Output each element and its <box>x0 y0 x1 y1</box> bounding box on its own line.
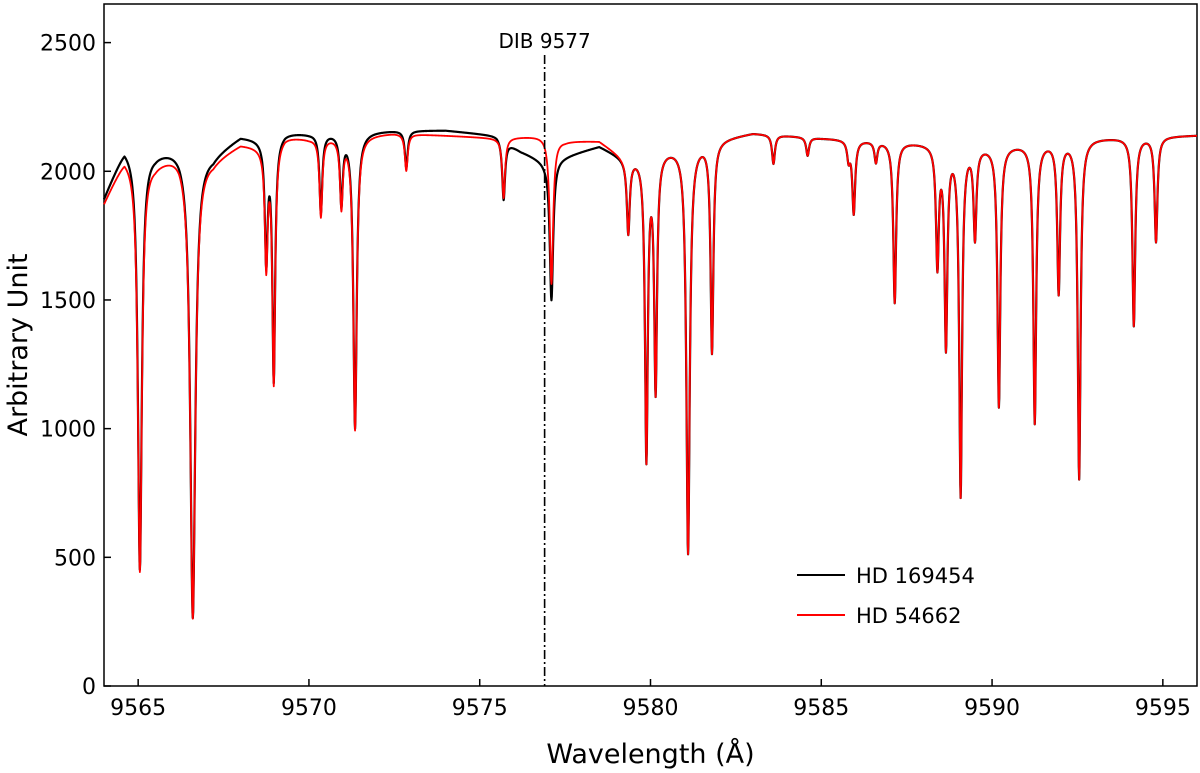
y-tick-label: 0 <box>82 675 96 700</box>
y-tick-label: 1000 <box>40 418 96 443</box>
legend: HD 169454 HD 54662 <box>797 564 975 628</box>
legend-label: HD 54662 <box>856 604 961 628</box>
x-tick-label: 9595 <box>1135 696 1191 721</box>
x-tick-label: 9585 <box>793 696 849 721</box>
series-line-1 <box>102 129 1198 620</box>
y-axis-title: Arbitrary Unit <box>3 253 34 436</box>
x-tick-label: 9575 <box>452 696 508 721</box>
y-tick-label: 2500 <box>40 32 96 57</box>
y-tick-label: 1500 <box>40 289 96 314</box>
legend-label: HD 169454 <box>856 564 975 588</box>
x-tick-label: 9565 <box>110 696 166 721</box>
x-tick-label: 9570 <box>281 696 337 721</box>
x-axis: 9565 9570 9575 9580 9585 9590 9595 <box>110 679 1191 721</box>
series-lines <box>102 129 1198 620</box>
y-tick-label: 500 <box>54 546 96 571</box>
x-tick-label: 9590 <box>964 696 1020 721</box>
x-axis-title: Wavelength (Å) <box>546 738 754 770</box>
dib-annotation: DIB 9577 <box>498 29 591 686</box>
series-line-2 <box>103 133 1198 620</box>
dib-label: DIB 9577 <box>498 29 590 53</box>
y-tick-label: 2000 <box>40 160 96 185</box>
x-tick-label: 9580 <box>623 696 679 721</box>
y-axis: 0 500 1000 1500 2000 2500 <box>40 32 111 700</box>
